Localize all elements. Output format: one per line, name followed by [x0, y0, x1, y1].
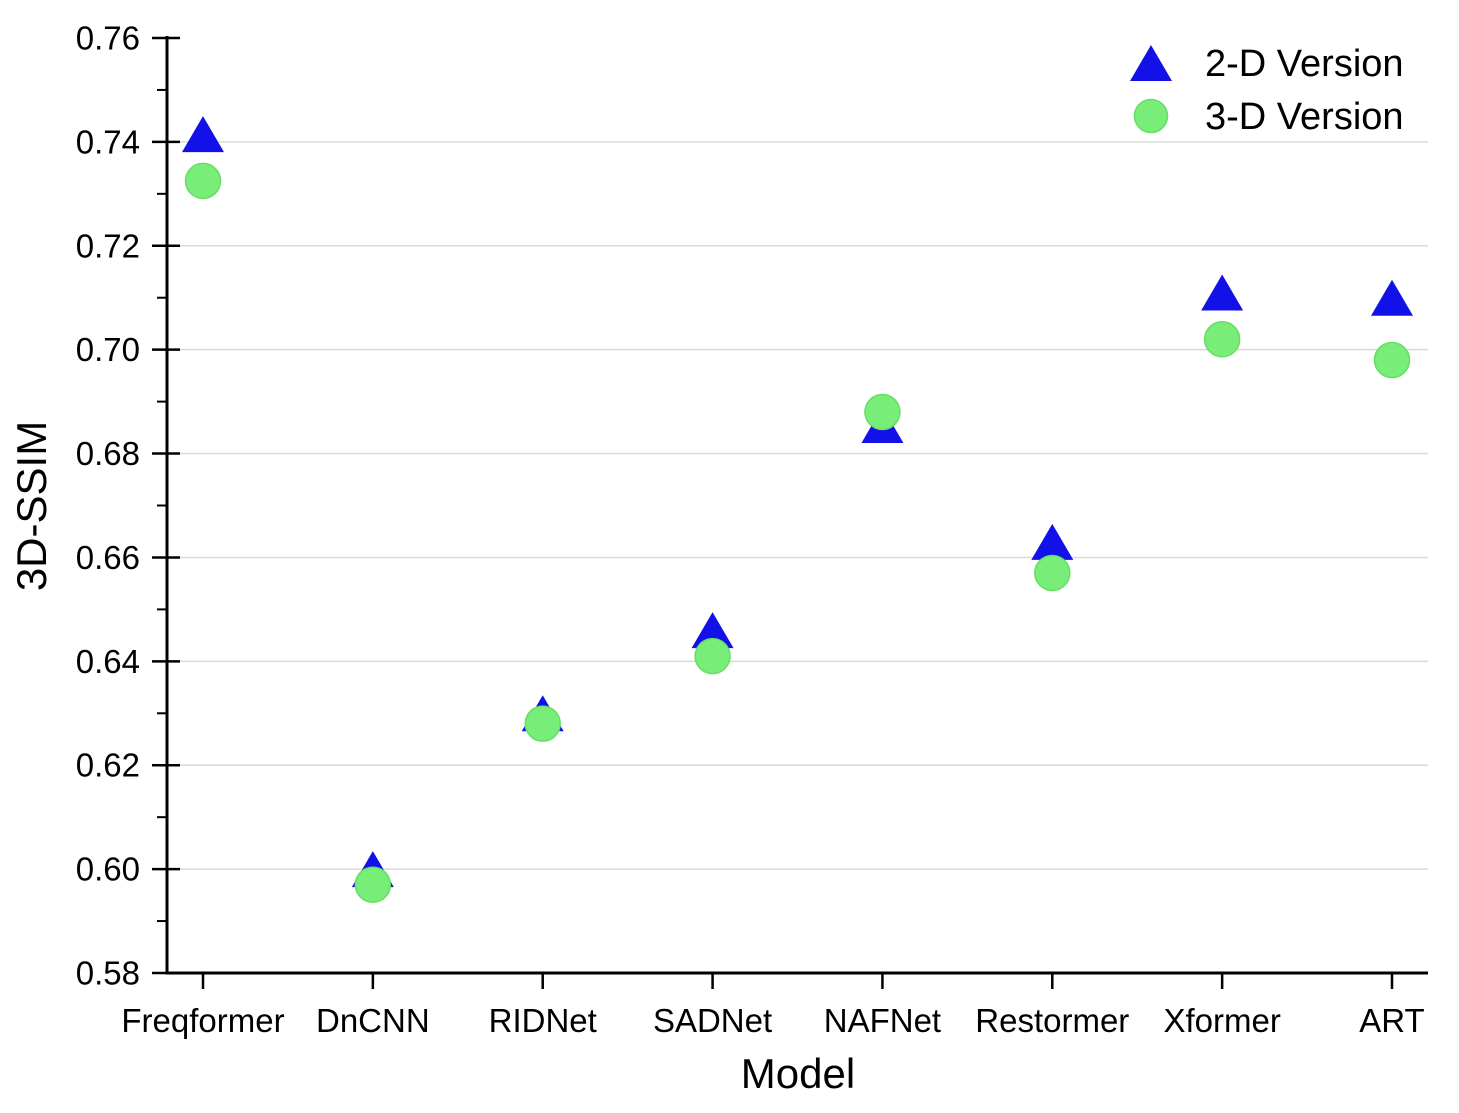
- data-point-3-d-version: [354, 866, 392, 903]
- x-category-label: RIDNet: [489, 1002, 597, 1039]
- legend-item-2d-version: 2-D Version: [1130, 43, 1404, 85]
- x-axis-ticks: [201, 973, 1394, 989]
- data-point-3-d-version: [864, 393, 901, 431]
- legend-marker-triangle-icon: [1130, 45, 1172, 81]
- data-point-3-d-version: [1034, 554, 1071, 592]
- data-point-3-d-version: [1203, 321, 1241, 358]
- y-tick-label: 0.60: [76, 851, 140, 888]
- y-tick-label: 0.68: [76, 435, 140, 472]
- x-category-label: NAFNet: [824, 1002, 941, 1039]
- y-tick-label: 0.72: [76, 227, 140, 264]
- x-category-label: Freqformer: [121, 1002, 284, 1039]
- legend-item-3d-version: 3-D Version: [1133, 96, 1404, 138]
- axes-spines: [165, 36, 1428, 975]
- x-category-label: ART: [1359, 1002, 1424, 1039]
- x-category-label: Restormer: [975, 1002, 1129, 1039]
- y-axis-ticks: [152, 36, 180, 975]
- data-point-3-d-version: [1373, 341, 1411, 379]
- x-axis-title: Model: [741, 1050, 855, 1097]
- x-axis-category-labels: Freqformer DnCNN RIDNet SADNet NAFNet Restorm…: [121, 1002, 1424, 1039]
- data-point-2-d-version: [1371, 279, 1413, 316]
- data-point-3-d-version: [184, 162, 222, 200]
- y-tick-label: 0.76: [76, 20, 140, 57]
- y-axis-title: 3D-SSIM: [8, 421, 55, 591]
- legend-label-3d: 3-D Version: [1205, 96, 1404, 138]
- data-point-2-d-version: [1031, 523, 1074, 560]
- x-category-label: SADNet: [653, 1002, 772, 1039]
- y-tick-label: 0.70: [76, 331, 140, 368]
- gridlines: [167, 141, 1428, 870]
- data-point-3-d-version: [524, 705, 561, 742]
- y-tick-label: 0.74: [76, 123, 140, 160]
- data-point-3-d-version: [694, 637, 731, 675]
- y-tick-label: 0.66: [76, 539, 140, 576]
- y-tick-label: 0.62: [76, 747, 140, 784]
- legend-label-2d: 2-D Version: [1205, 43, 1404, 85]
- data-points: [182, 116, 1413, 903]
- y-tick-label: 0.64: [76, 643, 140, 680]
- legend: 2-D Version 3-D Version: [1130, 43, 1404, 138]
- x-category-label: Xformer: [1163, 1002, 1280, 1039]
- y-tick-label: 0.58: [76, 955, 140, 992]
- legend-marker-circle-icon: [1133, 98, 1169, 134]
- data-point-2-d-version: [1201, 274, 1244, 311]
- x-category-label: DnCNN: [316, 1002, 430, 1039]
- y-axis-tick-labels: 0.58 0.60 0.62 0.64 0.66 0.68 0.70 0.72 0.74 0.76: [76, 20, 140, 992]
- data-point-2-d-version: [691, 612, 734, 649]
- data-point-2-d-version: [182, 116, 224, 153]
